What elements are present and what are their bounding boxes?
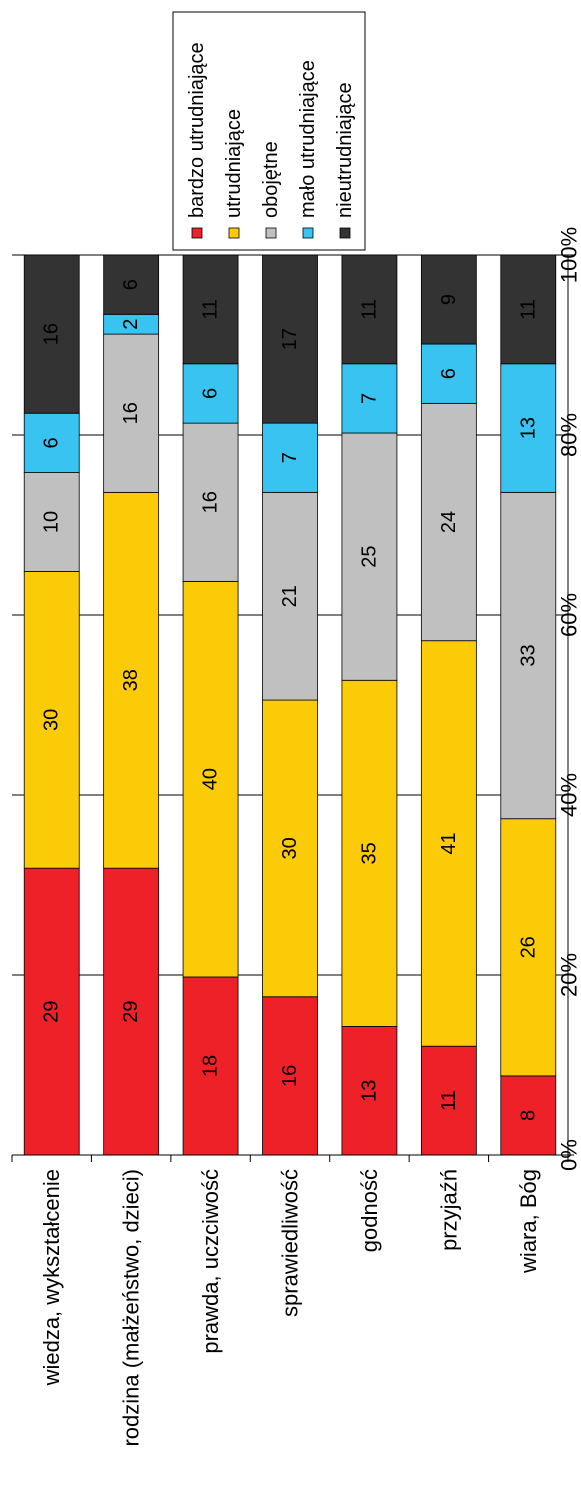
- legend-swatch: [265, 227, 277, 239]
- bar-segment: [262, 491, 318, 701]
- category-label: przyjaźń: [436, 1169, 461, 1251]
- data-label: 16: [200, 491, 222, 513]
- data-label: 10: [41, 511, 63, 533]
- value-tick-label: 100%: [557, 227, 581, 283]
- category-label: prawda, uczciwość: [198, 1169, 223, 1354]
- category-label: sprawiedliwość: [278, 1169, 303, 1317]
- bar-segment: [103, 491, 160, 869]
- bar-segment: [262, 422, 318, 493]
- bar-segment: [182, 422, 239, 582]
- data-label: 6: [120, 279, 142, 290]
- bar-segment: [341, 1026, 398, 1156]
- data-label: 6: [438, 368, 460, 379]
- data-label: 16: [41, 323, 63, 345]
- category-label: rodzina (małżeństwo, dzieci): [119, 1169, 144, 1447]
- data-label: 13: [517, 417, 539, 439]
- value-tick-label: 60%: [557, 593, 581, 637]
- bar-segment: [262, 254, 318, 424]
- value-tick-label: 20%: [557, 953, 581, 997]
- legend-label: mało utrudniające: [297, 60, 319, 218]
- category-label: godność: [357, 1169, 382, 1252]
- value-tick-label: 80%: [557, 413, 581, 457]
- data-label: 38: [120, 669, 142, 691]
- bar-segment: [103, 254, 160, 315]
- legend-swatch: [339, 227, 351, 239]
- bar-segment: [341, 254, 398, 365]
- bar-segment: [341, 432, 398, 681]
- data-label: 16: [120, 402, 142, 424]
- bar-segment: [420, 1045, 477, 1156]
- category-label: wiara, Bóg: [516, 1169, 541, 1274]
- category-label: wiedza, wykształcenie: [39, 1169, 64, 1386]
- data-label: 41: [438, 832, 460, 854]
- bar-segment: [182, 580, 239, 978]
- axes: [11, 254, 574, 1162]
- legend-swatch: [191, 227, 203, 239]
- value-tick-label: 0%: [557, 1139, 581, 1171]
- legend-label: bardzo utrudniające: [186, 42, 208, 218]
- data-label: 29: [41, 1000, 63, 1022]
- value-tick-label: 40%: [557, 773, 581, 817]
- legend-label: nieutrudniające: [334, 82, 356, 218]
- data-label: 24: [438, 511, 460, 533]
- data-label: 30: [41, 709, 63, 731]
- data-label: 8: [517, 1110, 539, 1121]
- bar-segment: [420, 402, 477, 642]
- bar-segment: [500, 491, 557, 820]
- data-label: 9: [438, 294, 460, 305]
- bar-segment: [103, 333, 160, 493]
- legend: bardzo utrudniające utrudniające obojętne m…: [172, 11, 366, 251]
- data-label: 11: [358, 299, 380, 320]
- legend-label: utrudniające: [223, 109, 245, 218]
- bar-segment: [23, 571, 80, 869]
- data-label: 11: [517, 299, 539, 320]
- data-label: 25: [358, 546, 380, 568]
- data-label: 26: [517, 936, 539, 958]
- data-label: 29: [120, 1000, 142, 1022]
- bar-segment: [182, 976, 239, 1156]
- data-label: 18: [200, 1055, 222, 1077]
- bar-segment: [262, 996, 318, 1156]
- data-label: 30: [279, 837, 301, 859]
- bar-segment: [420, 254, 477, 345]
- bar-segment: [420, 343, 477, 404]
- legend-swatch: [302, 227, 314, 239]
- bar-segment: [23, 254, 80, 414]
- data-label: 33: [517, 644, 539, 666]
- data-label: 13: [358, 1080, 380, 1102]
- legend-label: obojętne: [260, 141, 282, 218]
- data-label: 21: [279, 585, 301, 607]
- legend-swatch: [228, 227, 240, 239]
- bar-segment: [500, 818, 557, 1077]
- bar-segment: [23, 867, 80, 1156]
- bar-segment: [500, 254, 557, 365]
- bar-segment: [420, 640, 477, 1047]
- data-label: 35: [358, 842, 380, 864]
- data-label: 2: [120, 319, 142, 330]
- data-label: 17: [279, 328, 301, 350]
- bar-segment: [500, 363, 557, 493]
- data-label: 40: [200, 768, 222, 790]
- bar-segment: [341, 363, 398, 434]
- bar-segment: [341, 679, 398, 1027]
- data-label: 11: [438, 1090, 460, 1111]
- bar-segment: [182, 363, 239, 424]
- data-label: 6: [41, 437, 63, 448]
- data-label: 7: [358, 393, 380, 404]
- value-tick-labels: 0% 20% 40% 60% 80% 100%: [557, 227, 581, 1171]
- data-label: 11: [200, 299, 222, 320]
- category-labels: wiedza, wykształcenie rodzina (małżeństwo…: [39, 1169, 541, 1447]
- legend-box: [172, 11, 366, 251]
- bar-segment: [182, 254, 239, 365]
- data-label: 16: [279, 1065, 301, 1087]
- data-label: 7: [279, 452, 301, 463]
- bars: 2930106162938162618401661116302171713352…: [23, 254, 557, 1156]
- data-label: 6: [200, 388, 222, 399]
